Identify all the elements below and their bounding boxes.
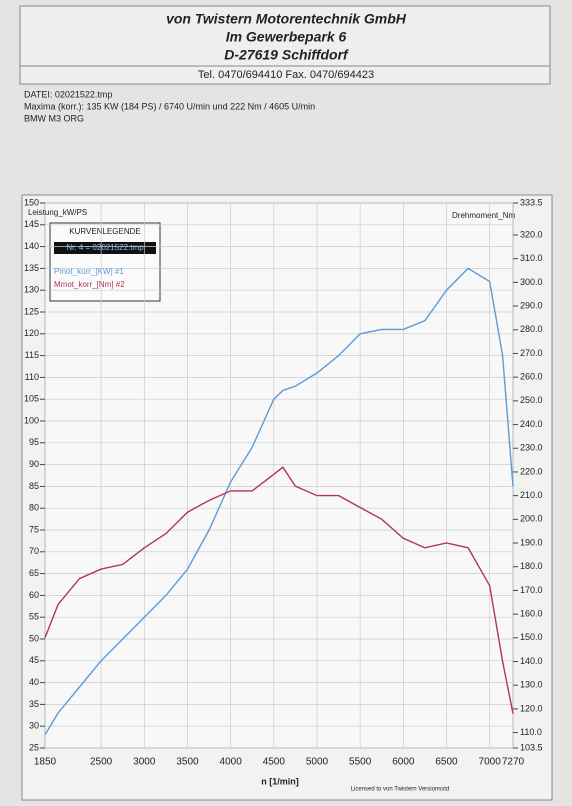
x-tick-label: 1850	[34, 757, 57, 768]
y-axis-label: Leistung_kW/PS	[28, 208, 87, 217]
y2-tick-label: 180.0	[520, 561, 543, 571]
y-tick-label: 120	[24, 328, 39, 338]
y-tick-label: 70	[29, 546, 39, 556]
y2-axis-label: Drehmoment_Nm	[452, 211, 515, 220]
y2-tick-label: 300.0	[520, 277, 543, 287]
x-axis-label: n [1/min]	[261, 776, 299, 786]
series-line	[44, 267, 514, 736]
y-tick-label: 80	[29, 503, 39, 513]
y-tick-label: 95	[29, 437, 39, 447]
legend-entry: Pmot_korr_[KW] #1	[54, 267, 124, 276]
header-box	[19, 5, 551, 85]
legend-file-bg	[54, 242, 156, 254]
y2-tick-label: 150.0	[520, 632, 543, 642]
x-tick-label: 3000	[133, 757, 156, 768]
y-tick-label: 105	[24, 394, 39, 404]
y-tick-label: 25	[29, 742, 39, 752]
x-tick-label: 7000	[479, 757, 502, 768]
y-tick-label: 115	[25, 350, 39, 360]
y-tick-label: 55	[29, 612, 39, 622]
legend-entry: Mmot_korr_[Nm] #2	[54, 280, 125, 289]
y-tick-label: 90	[29, 459, 39, 469]
y2-tick-label: 320.0	[520, 229, 543, 239]
y-tick-label: 135	[24, 263, 39, 273]
y2-tick-label: 280.0	[520, 324, 543, 334]
y2-tick-label: 130.0	[520, 680, 543, 690]
y-tick-label: 110	[25, 372, 39, 382]
street: Im Gewerbepark 6	[226, 29, 347, 45]
x-tick-label: 5500	[349, 757, 372, 768]
legend-file: Nr. 4 = 02021522.tmp	[66, 243, 144, 252]
y-tick-label: 85	[29, 481, 39, 491]
y2-tick-label: 240.0	[520, 419, 543, 429]
y2-tick-label: 210.0	[520, 490, 543, 500]
y-tick-label: 145	[24, 219, 39, 229]
y2-tick-label: 220.0	[520, 466, 543, 476]
y2-tick-label: 230.0	[520, 443, 543, 453]
legend-box	[49, 222, 161, 302]
info-maxima: Maxima (korr.): 135 KW (184 PS) / 6740 U…	[24, 101, 315, 111]
y-tick-label: 140	[24, 241, 39, 251]
y-tick-label: 125	[24, 306, 39, 316]
y-tick-label: 60	[29, 590, 39, 600]
y2-tick-label: 140.0	[520, 656, 543, 666]
y2-tick-label: 190.0	[520, 537, 543, 547]
x-tick-label: 7270	[502, 757, 525, 768]
series-line	[44, 466, 514, 714]
legend: KURVENLEGENDE Nr. 4 = 02021522.tmp	[49, 222, 161, 302]
y-tick-label: 35	[29, 699, 39, 709]
y2-tick-label: 103.5	[520, 742, 543, 752]
y2-tick-label: 260.0	[520, 372, 543, 382]
y-tick-label: 45	[29, 655, 39, 665]
y-tick-label: 30	[29, 721, 39, 731]
company: von Twistern Motorentechnik GmbH	[166, 11, 407, 27]
x-tick-label: 6500	[435, 757, 458, 768]
x-tick-label: 5000	[306, 757, 329, 768]
y2-tick-label: 270.0	[520, 348, 543, 358]
city: D-27619 Schiffdorf	[224, 47, 349, 63]
y2-tick-label: 170.0	[520, 585, 543, 595]
y-tick-label: 150	[24, 197, 39, 207]
info-car: BMW M3 ORG	[24, 113, 84, 123]
x-tick-label: 6000	[392, 757, 415, 768]
y2-tick-label: 200.0	[520, 514, 543, 524]
footer: Licensed to von Twistern Versionsstd	[351, 787, 450, 793]
x-tick-label: 4000	[220, 757, 243, 768]
info-file: DATEI: 02021522.tmp	[24, 89, 112, 99]
x-tick-label: 2500	[90, 757, 113, 768]
y-tick-label: 100	[24, 415, 39, 425]
legend-title: KURVENLEGENDE	[69, 227, 140, 236]
y-tick-label: 50	[29, 633, 39, 643]
y2-tick-label: 120.0	[520, 703, 543, 713]
y-tick-label: 75	[29, 524, 39, 534]
y2-tick-label: 110.0	[520, 727, 542, 737]
y2-tick-label: 333.5	[520, 197, 543, 207]
x-tick-label: 4500	[263, 757, 286, 768]
y-tick-label: 130	[24, 285, 39, 295]
y2-tick-label: 160.0	[520, 608, 543, 618]
y2-tick-label: 310.0	[520, 253, 543, 263]
x-tick-label: 3500	[176, 757, 199, 768]
y2-tick-label: 290.0	[520, 300, 543, 310]
y-tick-label: 40	[29, 677, 39, 687]
y2-tick-label: 250.0	[520, 395, 543, 405]
phone: Tel. 0470/694410 Fax. 0470/694423	[198, 69, 374, 81]
y-tick-label: 65	[29, 568, 39, 578]
